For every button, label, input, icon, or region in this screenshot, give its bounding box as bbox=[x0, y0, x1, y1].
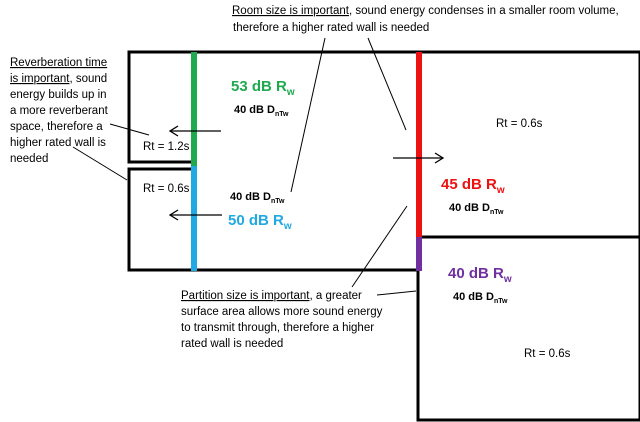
rt-label-right-top: Rt = 0.6s bbox=[496, 118, 543, 130]
leader-reverb-2 bbox=[72, 146, 128, 181]
leader-lines bbox=[72, 37, 417, 296]
green-wall-dntw: 40 dB DnTw bbox=[234, 104, 289, 118]
reverberation-annotation-line5: space, therefore a bbox=[10, 121, 103, 133]
red-wall-rating: 45 dB Rw bbox=[441, 176, 505, 196]
room-size-annotation-line1: Room size is important, sound energy con… bbox=[232, 5, 619, 17]
arrow-left-lower bbox=[168, 209, 222, 221]
partition-annotation-line1: Partition size is important, a greater bbox=[181, 290, 362, 302]
rt-label-small-bottom: Rt = 0.6s bbox=[143, 183, 190, 195]
reverberation-annotation-line3: energy builds up in bbox=[10, 89, 107, 101]
blue-wall-dntw: 40 dB DnTw bbox=[230, 191, 285, 205]
rt-label-small-top: Rt = 1.2s bbox=[143, 141, 190, 153]
partition-annotation-line3: to transmit through, therefore a higher bbox=[181, 322, 374, 334]
blue-wall-rating: 50 dB Rw bbox=[228, 212, 292, 232]
purple-wall-dntw: 40 dB DnTw bbox=[453, 291, 508, 305]
room-outlines bbox=[127, 50, 640, 422]
reverberation-annotation-line2: is important, sound bbox=[10, 73, 107, 85]
arrow-right bbox=[393, 152, 445, 164]
leader-partition-2 bbox=[376, 290, 417, 296]
red-wall-dntw: 40 dB DnTw bbox=[449, 202, 504, 216]
right-bottom-room-outline bbox=[416, 235, 640, 422]
reverberation-annotation-line1: Reverberation time bbox=[10, 57, 107, 69]
partition-annotation-line2: surface area allows more sound energy bbox=[181, 306, 383, 318]
rt-label-right-bottom: Rt = 0.6s bbox=[524, 348, 571, 360]
purple-wall-rating: 40 dB Rw bbox=[448, 265, 512, 285]
leader-room-size-1 bbox=[290, 37, 326, 193]
reverberation-annotation-line6: higher rated wall is bbox=[10, 137, 106, 149]
leader-partition-1 bbox=[351, 205, 408, 288]
arrows bbox=[168, 125, 445, 221]
small-rooms-gap bbox=[126, 163, 131, 168]
partition-annotation-line4: rated wall is needed bbox=[181, 338, 283, 350]
green-wall-rating: 53 dB Rw bbox=[231, 78, 295, 98]
room-size-annotation-line2: therefore a higher rated wall is needed bbox=[233, 22, 429, 34]
reverberation-annotation-line7: needed bbox=[10, 153, 48, 165]
leader-room-size-2 bbox=[367, 37, 407, 131]
arrow-left-upper bbox=[168, 125, 221, 137]
reverberation-annotation-line4: a more reverberant bbox=[10, 105, 109, 117]
leader-reverb-1 bbox=[109, 123, 150, 136]
